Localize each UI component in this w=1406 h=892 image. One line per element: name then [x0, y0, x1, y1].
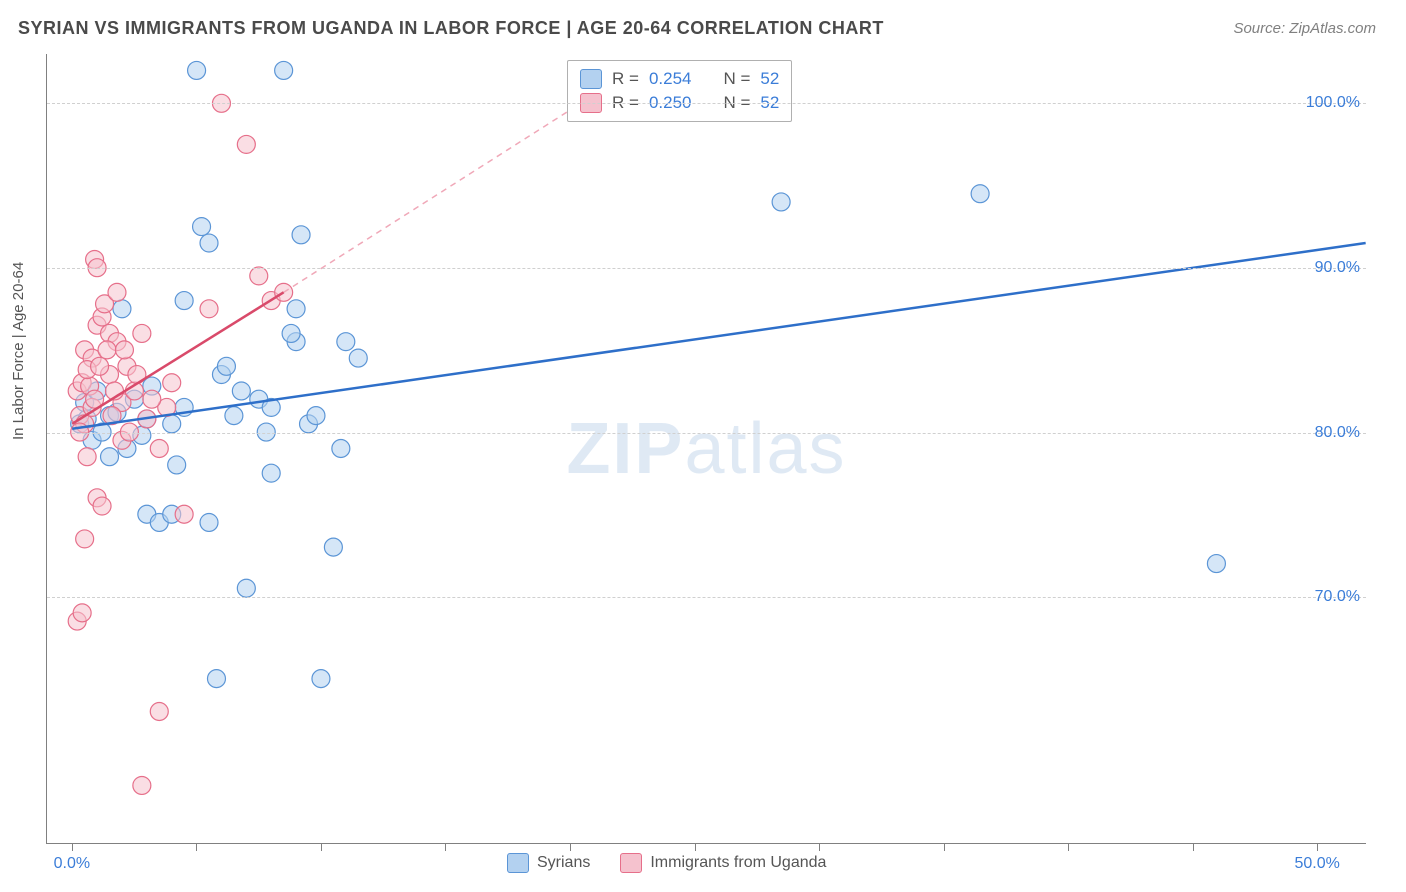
- x-tick: [196, 843, 197, 851]
- data-point: [78, 448, 96, 466]
- legend-row: R = 0.254 N = 52: [580, 67, 779, 91]
- data-point: [133, 324, 151, 342]
- y-tick-label: 80.0%: [1315, 424, 1360, 442]
- x-tick: [819, 843, 820, 851]
- data-point: [282, 324, 300, 342]
- data-point: [207, 670, 225, 688]
- data-point: [324, 538, 342, 556]
- chart-title: SYRIAN VS IMMIGRANTS FROM UGANDA IN LABO…: [18, 18, 884, 39]
- legend-item: Immigrants from Uganda: [620, 853, 826, 873]
- x-tick: [1317, 843, 1318, 851]
- legend-item: Syrians: [507, 853, 590, 873]
- legend-n-value: 52: [760, 69, 779, 89]
- data-point: [200, 513, 218, 531]
- legend-r-label: R =: [612, 69, 639, 89]
- data-point: [225, 407, 243, 425]
- data-point: [292, 226, 310, 244]
- chart-header: SYRIAN VS IMMIGRANTS FROM UGANDA IN LABO…: [0, 0, 1406, 47]
- data-point: [175, 505, 193, 523]
- x-tick: [321, 843, 322, 851]
- data-point: [143, 390, 161, 408]
- data-point: [193, 218, 211, 236]
- x-tick-label: 0.0%: [54, 855, 90, 873]
- data-point: [349, 349, 367, 367]
- data-point: [113, 300, 131, 318]
- series-legend: Syrians Immigrants from Uganda: [507, 853, 826, 873]
- x-tick: [72, 843, 73, 851]
- legend-label: Syrians: [537, 854, 590, 872]
- data-point: [200, 234, 218, 252]
- legend-r-value: 0.254: [649, 69, 692, 89]
- legend-swatch: [620, 853, 642, 873]
- y-tick-label: 100.0%: [1306, 94, 1360, 112]
- grid-line: [47, 103, 1366, 104]
- data-point: [163, 374, 181, 392]
- x-tick: [695, 843, 696, 851]
- y-axis-label: In Labor Force | Age 20-64: [10, 262, 27, 440]
- data-point: [262, 464, 280, 482]
- data-point: [200, 300, 218, 318]
- data-point: [772, 193, 790, 211]
- data-point: [237, 135, 255, 153]
- data-point: [175, 292, 193, 310]
- data-point: [250, 267, 268, 285]
- data-point: [108, 283, 126, 301]
- grid-line: [47, 597, 1366, 598]
- data-point: [93, 497, 111, 515]
- data-point: [232, 382, 250, 400]
- data-point: [332, 440, 350, 458]
- grid-line: [47, 268, 1366, 269]
- chart-svg: [47, 54, 1366, 843]
- data-point: [133, 776, 151, 794]
- grid-line: [47, 433, 1366, 434]
- legend-label: Immigrants from Uganda: [650, 854, 826, 872]
- data-point: [168, 456, 186, 474]
- data-point: [73, 604, 91, 622]
- data-point: [971, 185, 989, 203]
- legend-n-label: N =: [723, 69, 750, 89]
- chart-plot-area: ZIPatlas R = 0.254N = 52R = 0.250N = 52 …: [46, 54, 1366, 844]
- data-point: [76, 530, 94, 548]
- data-point: [98, 341, 116, 359]
- data-point: [163, 415, 181, 433]
- data-point: [312, 670, 330, 688]
- data-point: [150, 440, 168, 458]
- data-point: [91, 357, 109, 375]
- x-tick: [570, 843, 571, 851]
- correlation-legend: R = 0.254N = 52R = 0.250N = 52: [567, 60, 792, 122]
- data-point: [150, 703, 168, 721]
- data-point: [287, 300, 305, 318]
- data-point: [275, 61, 293, 79]
- data-point: [217, 357, 235, 375]
- x-tick: [1068, 843, 1069, 851]
- x-tick: [445, 843, 446, 851]
- chart-source: Source: ZipAtlas.com: [1233, 20, 1376, 37]
- x-tick: [944, 843, 945, 851]
- y-tick-label: 90.0%: [1315, 259, 1360, 277]
- data-point: [101, 448, 119, 466]
- legend-swatch: [507, 853, 529, 873]
- data-point: [307, 407, 325, 425]
- x-tick: [1193, 843, 1194, 851]
- data-point: [237, 579, 255, 597]
- data-point: [1207, 555, 1225, 573]
- data-point: [337, 333, 355, 351]
- y-tick-label: 70.0%: [1315, 588, 1360, 606]
- data-point: [188, 61, 206, 79]
- legend-swatch: [580, 69, 602, 89]
- x-tick-label: 50.0%: [1295, 855, 1340, 873]
- data-point: [115, 341, 133, 359]
